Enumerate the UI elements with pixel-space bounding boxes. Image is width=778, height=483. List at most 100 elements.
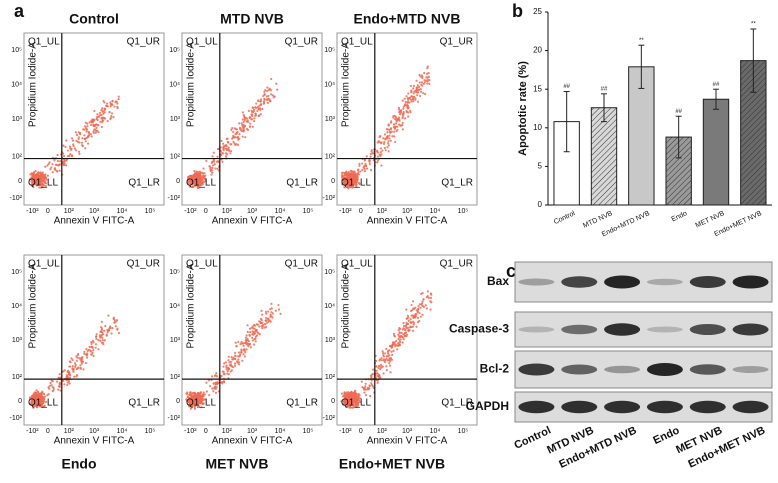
y-tick-label: 0 — [176, 178, 180, 185]
event-dot — [410, 100, 413, 103]
x-tick-label: 10⁴ — [430, 208, 441, 215]
event-dot — [111, 99, 114, 102]
event-dot — [196, 181, 199, 184]
event-dot — [37, 390, 40, 393]
event-dot — [244, 336, 247, 339]
event-dot — [81, 137, 84, 140]
event-dot — [90, 353, 93, 356]
event-dot — [255, 102, 258, 105]
quadrant-label: Q1_UR — [285, 259, 318, 270]
event-dot — [409, 84, 412, 88]
event-dot — [44, 184, 47, 188]
event-dot — [386, 142, 390, 145]
event-dot — [78, 141, 81, 144]
x-tick-label: Endo — [671, 210, 689, 223]
event-dot — [385, 347, 388, 351]
event-dot — [380, 356, 383, 360]
event-dot — [239, 127, 242, 130]
event-dot — [42, 174, 46, 177]
event-dot — [39, 186, 43, 189]
event-dot — [375, 359, 378, 363]
event-dot — [385, 368, 388, 372]
plot-title: MTD NVB — [220, 11, 284, 27]
event-dot — [351, 177, 354, 180]
event-dot — [253, 331, 256, 335]
event-dot — [185, 398, 188, 401]
event-dot — [216, 167, 219, 170]
event-dot — [351, 179, 354, 182]
event-dot — [400, 124, 403, 127]
event-dot — [192, 185, 195, 189]
event-dot — [95, 123, 98, 126]
event-dot — [253, 117, 256, 120]
event-dot — [193, 397, 196, 401]
event-dot — [388, 130, 392, 134]
event-dot — [409, 318, 412, 321]
band — [518, 400, 555, 414]
event-dot — [364, 382, 367, 385]
event-dot — [385, 357, 388, 360]
event-dot — [272, 96, 275, 99]
x-tick-label: MTD NVB — [582, 210, 614, 230]
event-dot — [204, 179, 207, 183]
event-dot — [234, 136, 237, 139]
event-dot — [383, 141, 386, 144]
plot-frame — [181, 254, 323, 426]
event-dot — [222, 149, 225, 152]
event-dot — [101, 107, 104, 110]
event-dot — [391, 353, 394, 357]
event-dot — [40, 403, 43, 406]
event-dot — [401, 121, 404, 125]
event-dot — [385, 365, 388, 368]
event-dot — [371, 372, 374, 376]
quadrant-label: Q1_LL — [186, 178, 216, 189]
band — [689, 364, 726, 375]
event-dot — [424, 79, 428, 82]
event-dot — [87, 142, 90, 145]
event-dot — [402, 113, 405, 116]
event-dot — [407, 319, 410, 322]
event-dot — [68, 365, 71, 368]
event-dot — [267, 94, 270, 98]
event-dot — [75, 355, 78, 358]
event-dot — [246, 342, 249, 345]
event-dot — [76, 373, 79, 377]
event-dot — [34, 393, 37, 396]
event-dot — [53, 159, 56, 162]
event-dot — [224, 155, 228, 158]
event-dot — [376, 381, 379, 384]
event-dot — [68, 154, 71, 158]
event-dot — [194, 182, 198, 185]
quadrant-label: Q1_LL — [341, 178, 371, 189]
event-dot — [423, 71, 426, 75]
event-dot — [404, 325, 407, 328]
event-dot — [205, 390, 208, 393]
event-dot — [411, 329, 415, 332]
event-dot — [393, 126, 396, 129]
event-dot — [364, 162, 367, 166]
event-dot — [229, 150, 233, 153]
event-dot — [200, 401, 203, 404]
event-dot — [418, 73, 421, 76]
y-tick-label: -10² — [168, 415, 181, 422]
y-tick-label: 5 — [538, 162, 543, 171]
event-dot — [191, 181, 194, 184]
event-dot — [106, 102, 109, 105]
event-dot — [358, 162, 361, 166]
event-dot — [356, 169, 360, 172]
event-dot — [348, 391, 352, 394]
event-dot — [376, 372, 379, 375]
event-dot — [202, 181, 205, 184]
event-dot — [221, 382, 224, 385]
event-dot — [234, 357, 237, 361]
band — [604, 323, 641, 336]
event-dot — [189, 407, 193, 410]
event-dot — [69, 153, 72, 156]
event-dot — [396, 348, 399, 351]
event-dot — [37, 170, 40, 174]
event-dot — [341, 176, 344, 179]
bar — [702, 98, 730, 206]
quadrant-label: Q1_UR — [440, 259, 473, 270]
event-dot — [389, 371, 392, 374]
event-dot — [395, 339, 398, 343]
